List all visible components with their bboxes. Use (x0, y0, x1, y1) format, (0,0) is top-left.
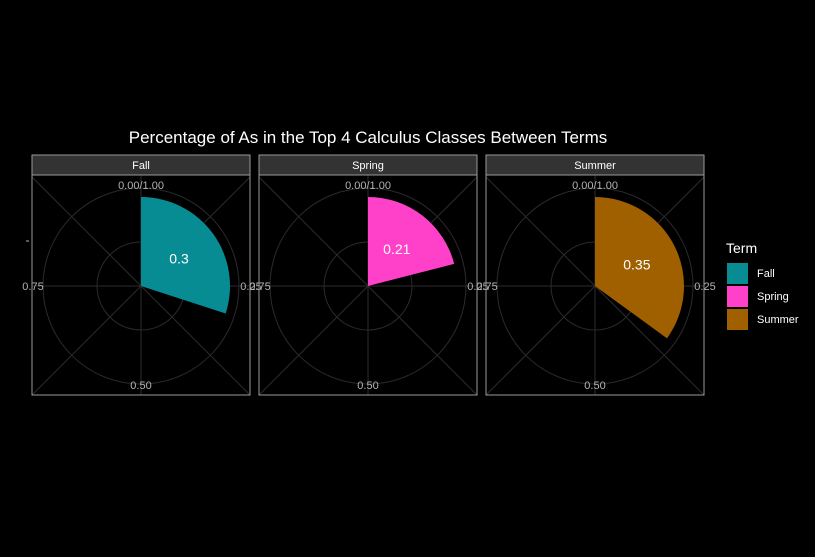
grid-spoke (32, 176, 142, 287)
grid-spoke (140, 285, 250, 395)
grid-spoke (486, 176, 596, 287)
legend-label-spring: Spring (757, 291, 789, 303)
legend-swatch-fall (727, 263, 748, 284)
theta-tick-label: 0.25 (467, 281, 488, 293)
facet-strip-label: Summer (574, 160, 616, 172)
legend-items: Fall Spring Summer (727, 263, 799, 330)
grid-spoke (594, 285, 704, 395)
legend-swatch-spring (727, 286, 748, 307)
facet-strip-label: Fall (132, 160, 150, 172)
theta-tick-label: 0.75 (22, 281, 43, 293)
value-label-fall: 0.3 (169, 250, 189, 266)
grid-spoke (486, 285, 596, 395)
facet-strip-label: Spring (352, 160, 384, 172)
theta-tick-label: 0.00/1.00 (572, 180, 618, 192)
facet-panel-summer: Summer 0.35 0.00/1.00 0.25 0.50 0.75 (476, 154, 716, 396)
facet-panel-spring: Spring 0.21 0.00/1.00 0.25 0.50 0.75 (249, 154, 489, 396)
facet-panel-fall: Fall 0.3 0.00/1.00 0.25 0.50 0.75 (22, 154, 262, 396)
grid-spoke (259, 176, 369, 287)
panel-border (485, 174, 705, 396)
theta-tick-label: 0.25 (694, 281, 715, 293)
theta-tick-label: 0.50 (584, 380, 605, 392)
theta-tick-label: 0.50 (357, 380, 378, 392)
legend-label-summer: Summer (757, 314, 799, 326)
legend-swatch-summer (727, 309, 748, 330)
panel-border (258, 174, 478, 396)
panel-border (31, 174, 251, 396)
grid-spoke (367, 285, 477, 395)
grid-spoke (32, 285, 142, 395)
theta-tick-label: 0.00/1.00 (118, 180, 164, 192)
grid-spoke (259, 285, 369, 395)
value-label-spring: 0.21 (383, 241, 410, 257)
theta-tick-label: 0.75 (249, 281, 270, 293)
value-label-summer: 0.35 (623, 257, 650, 273)
theta-tick-label: 0.50 (130, 380, 151, 392)
legend: Term Fall Spring Summer (726, 240, 799, 330)
legend-label-fall: Fall (757, 268, 775, 280)
wedge-fall (141, 197, 230, 314)
chart-title: Percentage of As in the Top 4 Calculus C… (129, 128, 607, 147)
facet-panels: Fall 0.3 0.00/1.00 0.25 0.50 0.75 Spring 0.21 0.… (22, 154, 716, 396)
wedge-summer (595, 197, 684, 339)
wedge-spring (368, 197, 455, 286)
theta-tick-label: 0.25 (240, 281, 261, 293)
theta-tick-label: 0.75 (476, 281, 497, 293)
theta-tick-label: 0.00/1.00 (345, 180, 391, 192)
legend-title: Term (726, 240, 757, 256)
